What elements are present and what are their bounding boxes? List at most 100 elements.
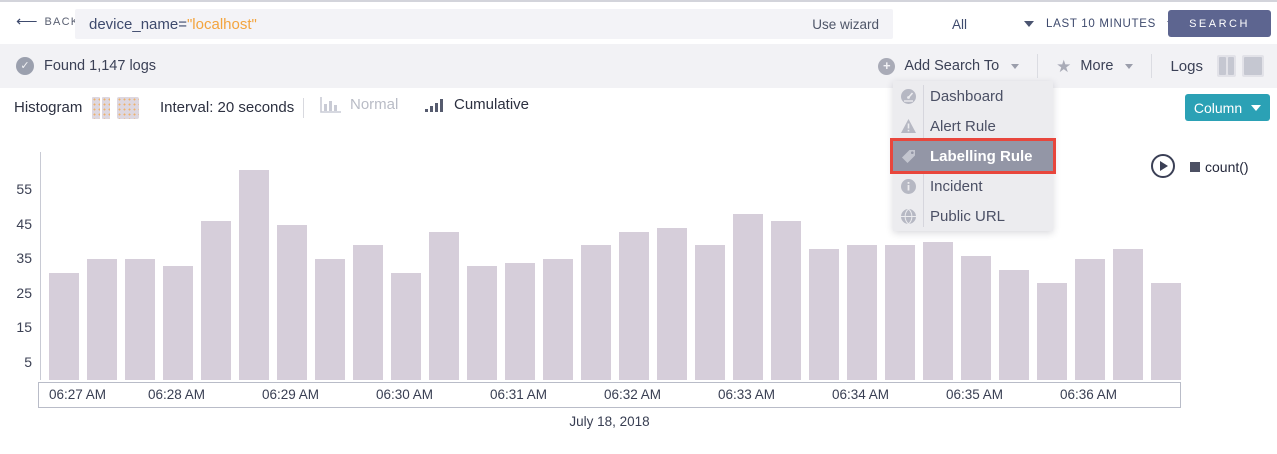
histogram-bar[interactable] xyxy=(809,249,839,380)
histogram-bar[interactable] xyxy=(543,259,573,380)
menu-item-incident[interactable]: Incident xyxy=(893,171,1053,201)
cumulative-label: Cumulative xyxy=(454,96,530,113)
search-button[interactable]: SEARCH xyxy=(1168,10,1271,37)
menu-item-public-url[interactable]: Public URL xyxy=(893,201,1053,231)
logs-full-view-toggle[interactable] xyxy=(1242,55,1264,77)
histogram-bar[interactable] xyxy=(1151,283,1181,380)
column-label: Column xyxy=(1193,99,1243,116)
x-axis-tick-label: 06:35 AM xyxy=(946,387,1004,402)
more-label: More xyxy=(1080,58,1114,74)
star-icon: ★ xyxy=(1056,56,1072,76)
globe-icon xyxy=(900,208,917,225)
chevron-down-icon xyxy=(1011,63,1020,69)
histogram-bar[interactable] xyxy=(391,273,421,380)
legend-swatch-icon xyxy=(1190,162,1200,172)
histogram-bar[interactable] xyxy=(353,245,383,380)
play-button[interactable] xyxy=(1151,154,1175,178)
menu-item-alert-rule[interactable]: Alert Rule xyxy=(893,111,1053,141)
more-dropdown[interactable]: ★ More xyxy=(1056,56,1134,76)
normal-mode-toggle[interactable]: Normal xyxy=(320,96,398,113)
query-value-text: "localhost" xyxy=(186,15,257,33)
x-axis-tick-label: 06:36 AM xyxy=(1060,387,1118,402)
divider xyxy=(303,98,304,118)
top-search-bar: ⟵ BACK device_name= "localhost" Use wiza… xyxy=(0,0,1277,44)
histogram-bar[interactable] xyxy=(429,232,459,380)
y-axis-tick-label: 35 xyxy=(16,250,32,267)
cumulative-mode-toggle[interactable]: Cumulative xyxy=(424,96,529,113)
menu-item-label: Public URL xyxy=(930,207,1006,225)
histogram-full-view-toggle[interactable] xyxy=(117,97,139,119)
histogram-title: Histogram xyxy=(14,99,83,116)
query-field-text: device_name= xyxy=(89,15,187,33)
column-type-dropdown[interactable]: Column xyxy=(1185,94,1270,121)
menu-item-labelling-rule[interactable]: Labelling Rule xyxy=(890,138,1056,174)
menu-item-dashboard[interactable]: Dashboard xyxy=(893,81,1053,111)
scope-dropdown-value: All xyxy=(952,16,968,32)
back-button[interactable]: ⟵ BACK xyxy=(16,14,79,29)
histogram-bar[interactable] xyxy=(1113,249,1143,380)
histogram-bar[interactable] xyxy=(885,245,915,380)
histogram-bar[interactable] xyxy=(619,232,649,380)
histogram-bar[interactable] xyxy=(49,273,79,380)
y-axis-tick-label: 5 xyxy=(24,353,32,370)
histogram-controls: Histogram Interval: 20 seconds Normal Cu… xyxy=(0,88,1277,128)
check-circle-icon: ✓ xyxy=(16,57,34,75)
y-axis-tick-label: 15 xyxy=(16,319,32,336)
interval-label: Interval: 20 seconds xyxy=(160,99,295,116)
histogram-bar[interactable] xyxy=(1037,283,1067,380)
back-label: BACK xyxy=(44,15,80,28)
scope-dropdown[interactable]: All xyxy=(938,9,1040,39)
histogram-bar[interactable] xyxy=(581,245,611,380)
y-axis-tick-label: 25 xyxy=(16,284,32,301)
histogram-bar[interactable] xyxy=(315,259,345,380)
results-toolbar: ✓ Found 1,147 logs + Add Search To ★ Mor… xyxy=(0,44,1277,88)
menu-item-label: Incident xyxy=(930,177,983,195)
x-axis-tick-label: 06:29 AM xyxy=(262,387,320,402)
add-search-menu-list: Dashboard Alert Rule Labelling Rule Inciden… xyxy=(890,81,1056,231)
gauge-icon xyxy=(900,88,917,105)
time-range-dropdown[interactable]: LAST 10 MINUTES xyxy=(1046,9,1177,39)
logs-split-view-toggle[interactable] xyxy=(1217,55,1236,77)
histogram-bar[interactable] xyxy=(657,228,687,380)
back-arrow-icon: ⟵ xyxy=(16,13,38,30)
add-search-to-label: Add Search To xyxy=(904,58,1000,74)
histogram-bar[interactable] xyxy=(467,266,497,380)
x-axis-strip[interactable]: 06:27 AM 06:28 AM 06:29 AM 06:30 AM 06:31 AM… xyxy=(38,382,1181,408)
histogram-bar[interactable] xyxy=(505,263,535,380)
divider xyxy=(1037,54,1039,78)
histogram-bar[interactable] xyxy=(239,170,269,380)
chevron-down-icon xyxy=(1251,104,1262,111)
x-axis-tick-label: 06:33 AM xyxy=(718,387,776,402)
normal-chart-icon xyxy=(320,96,341,113)
add-search-to-dropdown[interactable]: + Add Search To xyxy=(878,57,1020,75)
y-axis-tick-label: 45 xyxy=(16,215,32,232)
y-axis-tick-label: 55 xyxy=(16,181,32,198)
histogram-bar[interactable] xyxy=(87,259,117,380)
add-search-to-menu: Dashboard Alert Rule Labelling Rule Inciden… xyxy=(890,81,1056,231)
search-status: ✓ Found 1,147 logs xyxy=(16,44,156,88)
histogram-bar[interactable] xyxy=(733,214,763,380)
x-axis-tick-label: 06:28 AM xyxy=(148,387,206,402)
histogram-bar[interactable] xyxy=(163,266,193,380)
date-label: July 18, 2018 xyxy=(569,414,650,429)
histogram-bar[interactable] xyxy=(999,270,1029,380)
histogram-bar[interactable] xyxy=(1075,259,1105,380)
search-input[interactable]: device_name= "localhost" Use wizard xyxy=(75,9,893,39)
cumulative-chart-icon xyxy=(425,98,443,112)
plot-area xyxy=(40,152,1181,380)
x-axis-tick-label: 06:27 AM xyxy=(49,387,107,402)
use-wizard-link[interactable]: Use wizard xyxy=(812,16,879,32)
chevron-down-icon xyxy=(1024,21,1034,27)
menu-item-label: Dashboard xyxy=(930,87,1004,105)
histogram-bar[interactable] xyxy=(201,221,231,380)
histogram-bar[interactable] xyxy=(695,245,725,380)
histogram-split-view-toggle[interactable] xyxy=(92,97,110,119)
plus-circle-icon: + xyxy=(878,57,896,75)
histogram-bar[interactable] xyxy=(923,242,953,380)
histogram-bar[interactable] xyxy=(771,221,801,380)
histogram-bar[interactable] xyxy=(277,225,307,380)
histogram-bar[interactable] xyxy=(125,259,155,380)
histogram-bar[interactable] xyxy=(847,245,877,380)
tag-icon xyxy=(900,148,917,165)
histogram-bar[interactable] xyxy=(961,256,991,380)
